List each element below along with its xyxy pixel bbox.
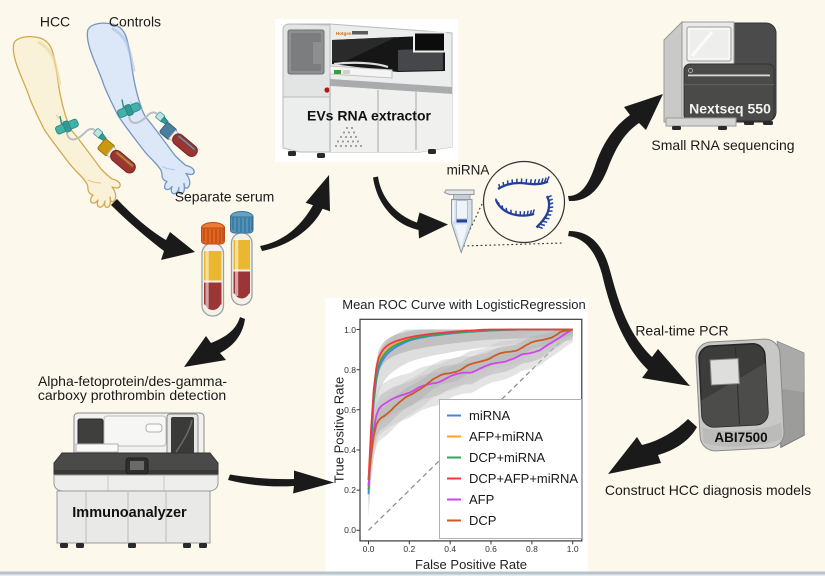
svg-text:Mean ROC Curve with LogisticRe: Mean ROC Curve with LogisticRegression (342, 297, 585, 312)
svg-text:Nextseq 550: Nextseq 550 (689, 101, 771, 117)
svg-text:0.0: 0.0 (344, 525, 356, 535)
svg-text:DCP+AFP+miRNA: DCP+AFP+miRNA (469, 471, 578, 486)
svg-text:0.2: 0.2 (403, 544, 415, 554)
svg-text:Construct HCC diagnosis models: Construct HCC diagnosis models (605, 482, 811, 498)
svg-text:Alpha-fetoprotein/des-gamma-: Alpha-fetoprotein/des-gamma- (38, 373, 227, 389)
svg-text:Real-time PCR: Real-time PCR (635, 323, 728, 339)
svg-text:True Positive Rate: True Positive Rate (332, 377, 347, 483)
svg-text:0.6: 0.6 (344, 405, 356, 415)
svg-text:0.6: 0.6 (485, 544, 497, 554)
svg-text:Immunoanalyzer: Immunoanalyzer (72, 505, 187, 521)
svg-text:0.8: 0.8 (526, 544, 538, 554)
svg-text:AFP: AFP (469, 492, 494, 507)
svg-text:1.0: 1.0 (567, 544, 579, 554)
svg-text:AFP+miRNA: AFP+miRNA (469, 429, 543, 444)
svg-text:miRNA: miRNA (469, 408, 510, 423)
svg-text:Controls: Controls (109, 14, 161, 30)
svg-text:carboxy prothrombin detection: carboxy prothrombin detection (38, 387, 226, 403)
svg-text:0.4: 0.4 (344, 445, 356, 455)
svg-text:EVs RNA extractor: EVs RNA extractor (307, 108, 432, 124)
svg-text:Small RNA sequencing: Small RNA sequencing (651, 137, 794, 153)
svg-text:0.8: 0.8 (344, 365, 356, 375)
svg-text:0.2: 0.2 (344, 485, 356, 495)
svg-text:DCP+miRNA: DCP+miRNA (469, 450, 546, 465)
svg-text:1.0: 1.0 (344, 325, 356, 335)
svg-text:0.0: 0.0 (363, 544, 375, 554)
svg-text:miRNA: miRNA (447, 163, 490, 178)
svg-text:False Positive Rate: False Positive Rate (415, 557, 527, 572)
svg-text:Separate serum: Separate serum (175, 189, 275, 205)
svg-text:ABI7500: ABI7500 (714, 430, 767, 445)
svg-text:DCP: DCP (469, 513, 496, 528)
svg-text:Hotgen: Hotgen (336, 31, 352, 36)
svg-text:0.4: 0.4 (444, 544, 456, 554)
svg-text:HCC: HCC (40, 14, 70, 30)
